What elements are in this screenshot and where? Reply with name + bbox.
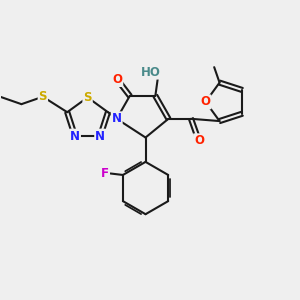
Text: N: N bbox=[95, 130, 105, 142]
Text: S: S bbox=[39, 90, 47, 103]
Text: HO: HO bbox=[141, 66, 161, 79]
Text: N: N bbox=[70, 130, 80, 142]
Text: F: F bbox=[101, 167, 109, 180]
Text: O: O bbox=[194, 134, 204, 147]
Text: O: O bbox=[201, 95, 211, 108]
Text: O: O bbox=[112, 73, 122, 86]
Text: S: S bbox=[83, 91, 92, 104]
Text: N: N bbox=[112, 112, 122, 125]
